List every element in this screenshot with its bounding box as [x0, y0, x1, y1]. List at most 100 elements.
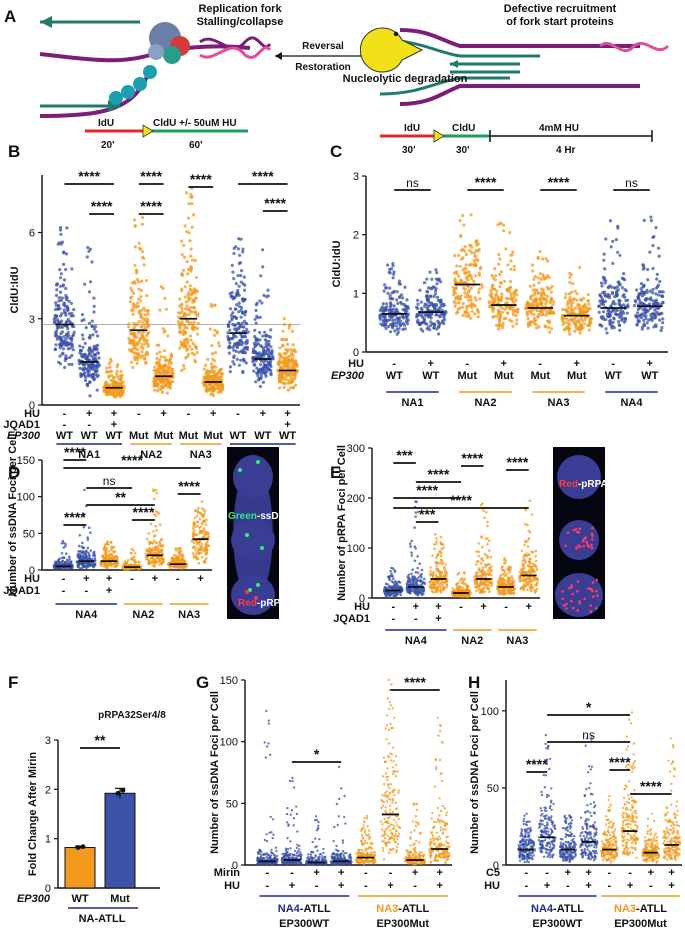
data-point	[621, 311, 626, 315]
data-point	[575, 292, 579, 296]
data-point	[269, 364, 273, 369]
row-label-ep300: EP300	[331, 370, 365, 382]
data-column	[597, 219, 630, 335]
data-point	[153, 497, 156, 501]
data-point	[169, 564, 172, 568]
data-point	[227, 336, 231, 341]
data-point	[244, 361, 248, 365]
data-point	[87, 321, 92, 325]
data-column	[99, 540, 120, 570]
data-point	[430, 277, 434, 281]
data-point	[238, 323, 242, 328]
data-point	[470, 251, 474, 255]
data-point	[431, 574, 434, 577]
data-point	[253, 344, 257, 348]
data-point	[405, 583, 409, 587]
data-point	[292, 377, 296, 381]
protein-chain	[109, 91, 123, 105]
data-point	[598, 323, 602, 327]
data-point	[443, 565, 446, 569]
data-point	[293, 371, 297, 375]
data-point	[425, 289, 429, 294]
data-point	[146, 342, 150, 346]
data-point	[205, 552, 209, 555]
data-point	[178, 297, 182, 301]
data-point	[400, 302, 404, 306]
data-point	[408, 592, 412, 595]
data-point	[467, 274, 472, 278]
row-value: +	[501, 358, 507, 370]
data-point	[153, 545, 157, 549]
regressed-arm	[450, 62, 520, 74]
data-point	[251, 350, 255, 355]
data-point	[649, 313, 653, 317]
data-point	[229, 313, 234, 317]
data-point	[613, 286, 617, 290]
data-point	[436, 295, 440, 299]
data-point	[445, 572, 449, 575]
data-point	[119, 377, 123, 381]
data-point	[205, 530, 208, 534]
data-point	[545, 285, 549, 289]
data-point	[525, 311, 529, 315]
data-point	[384, 323, 388, 327]
data-point	[166, 358, 170, 363]
data-point	[254, 321, 258, 325]
data-point	[176, 556, 179, 559]
data-point	[136, 301, 140, 305]
data-point	[57, 320, 62, 324]
data-point	[453, 304, 457, 308]
data-point	[66, 308, 70, 312]
data-point	[128, 348, 132, 352]
data-point	[60, 552, 64, 555]
data-point	[215, 331, 219, 335]
data-point	[68, 355, 72, 360]
data-point	[152, 384, 156, 388]
data-point	[156, 384, 160, 388]
data-point	[158, 350, 162, 354]
data-point	[166, 381, 171, 385]
data-point	[415, 298, 420, 302]
data-point	[402, 316, 406, 320]
data-point	[604, 327, 608, 331]
data-point	[113, 384, 117, 388]
data-point	[92, 564, 96, 568]
data-point	[239, 280, 243, 284]
data-point	[241, 369, 245, 374]
data-point	[634, 315, 638, 319]
significance-label: ns	[103, 474, 116, 488]
data-point	[78, 344, 82, 348]
data-point	[192, 353, 197, 357]
row-value: Mut	[494, 370, 514, 382]
data-point	[154, 562, 157, 565]
data-point	[287, 365, 291, 369]
data-point	[618, 328, 622, 332]
data-point	[183, 564, 186, 568]
data-point	[457, 301, 461, 305]
data-point	[154, 510, 158, 513]
data-point	[133, 263, 137, 267]
data-point	[96, 334, 100, 338]
data-point	[241, 325, 245, 329]
data-point	[539, 301, 543, 306]
data-point	[185, 260, 189, 264]
data-point	[168, 357, 173, 361]
data-point	[252, 369, 256, 373]
data-point	[459, 248, 463, 252]
data-point	[610, 285, 614, 289]
data-point	[186, 293, 190, 297]
data-point	[494, 292, 499, 296]
data-point	[134, 335, 138, 339]
data-point	[182, 343, 186, 347]
data-point	[256, 315, 260, 320]
data-point	[568, 275, 572, 279]
data-column	[633, 215, 665, 333]
data-point	[104, 562, 107, 565]
data-point	[490, 292, 494, 296]
data-point	[232, 348, 236, 352]
y-tick-label: 2	[353, 230, 359, 242]
data-point	[463, 249, 467, 253]
data-point	[475, 308, 480, 312]
data-point	[137, 241, 141, 245]
data-point	[158, 558, 162, 561]
